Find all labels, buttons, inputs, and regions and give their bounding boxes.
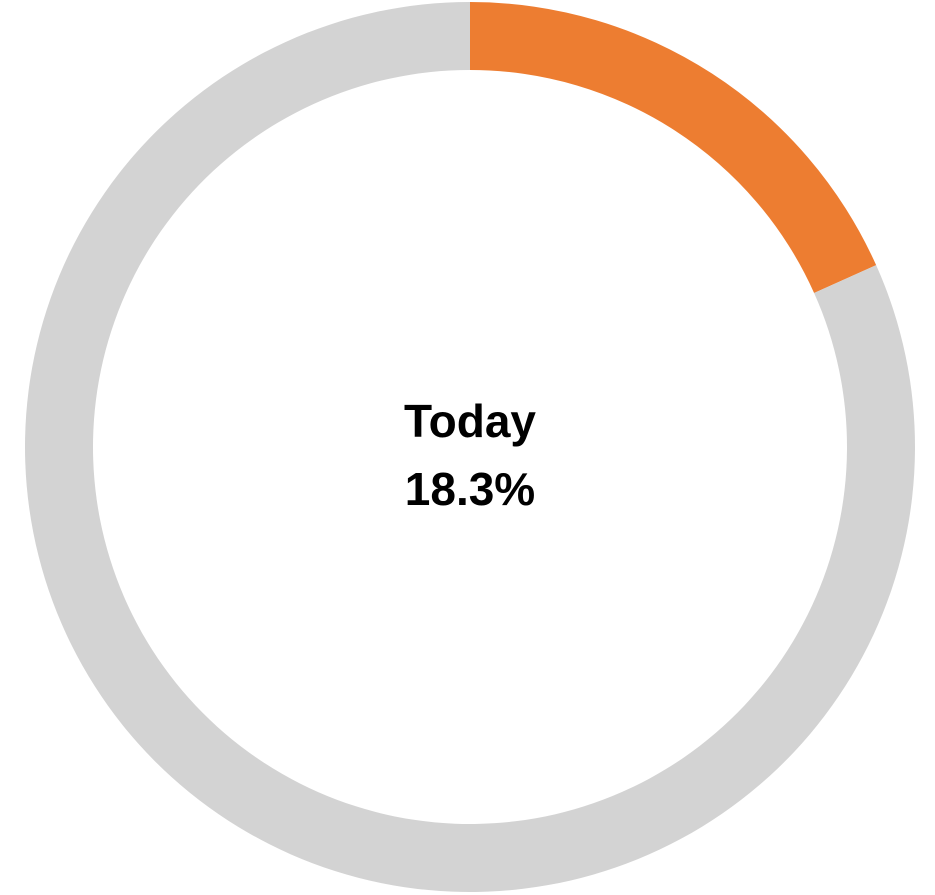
value-label: 18.3% <box>405 463 535 515</box>
donut-slice <box>470 2 877 293</box>
center-label: Today <box>404 395 536 447</box>
slices <box>24 2 916 893</box>
